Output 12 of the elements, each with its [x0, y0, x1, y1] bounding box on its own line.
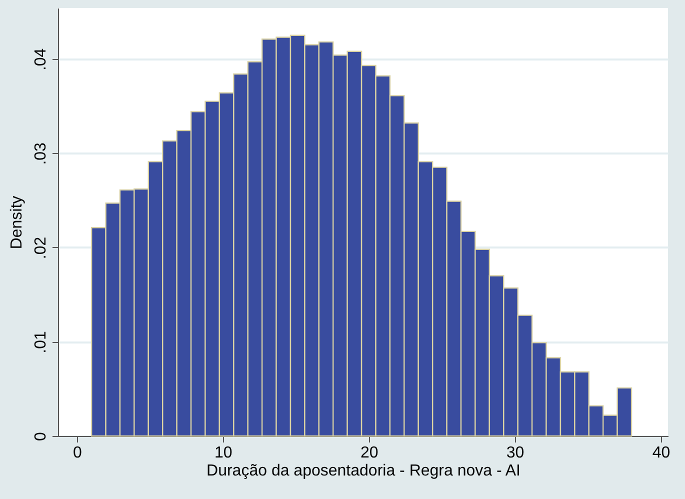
x-tick-label: 20: [360, 444, 378, 462]
x-tick-label: 10: [214, 444, 232, 462]
y-axis-title: Density: [8, 196, 26, 250]
y-tick-label: .02: [32, 236, 50, 260]
x-axis-title: Duração da aposentadoria - Regra nova - AI: [206, 462, 520, 480]
y-tick-label: .01: [32, 331, 50, 354]
x-tick-label: 30: [506, 444, 524, 462]
y-tick-label: 0: [32, 432, 50, 441]
y-tick-label: .03: [32, 142, 50, 165]
y-tick-label: .04: [32, 48, 50, 71]
x-tick-label: 40: [652, 444, 670, 462]
x-tick-label: 0: [73, 444, 82, 462]
